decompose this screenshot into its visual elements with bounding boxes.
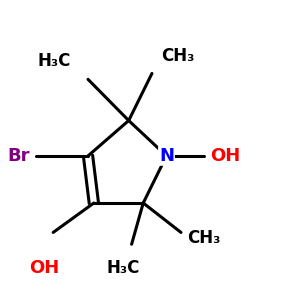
Text: N: N xyxy=(159,147,174,165)
Text: Br: Br xyxy=(8,147,30,165)
Text: CH₃: CH₃ xyxy=(161,46,194,64)
Text: H₃C: H₃C xyxy=(37,52,70,70)
Text: OH: OH xyxy=(29,259,60,277)
Text: H₃C: H₃C xyxy=(106,259,140,277)
Text: CH₃: CH₃ xyxy=(187,229,220,247)
Text: OH: OH xyxy=(210,147,240,165)
